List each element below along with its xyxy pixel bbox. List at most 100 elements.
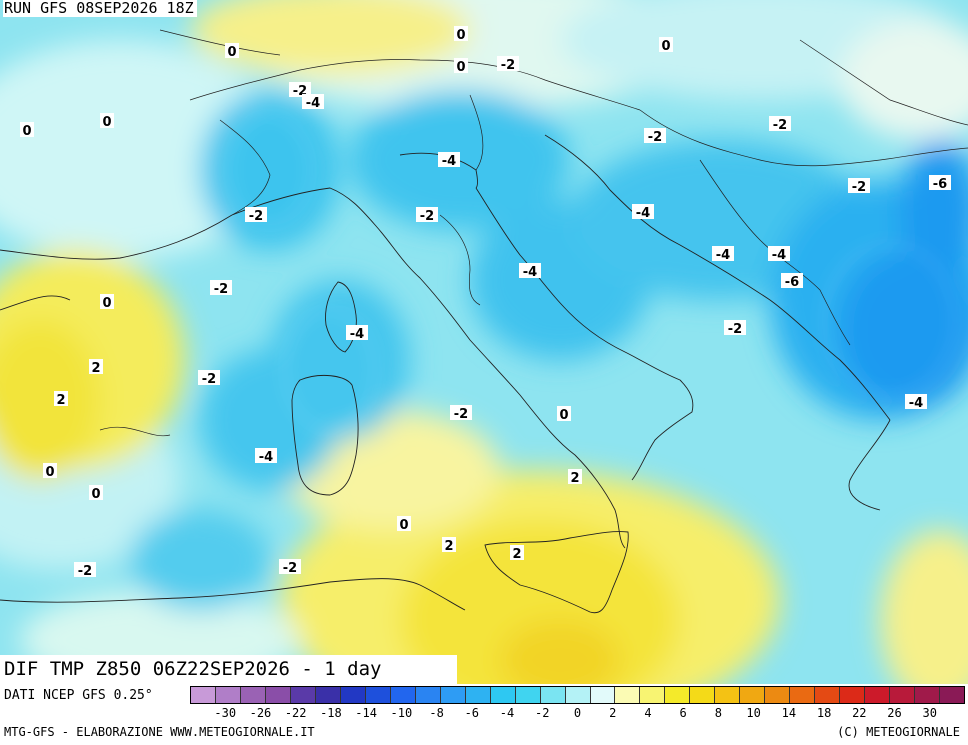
isotherm-label-bg <box>632 204 654 219</box>
color-scale-cell <box>290 687 316 703</box>
color-scale-tick-label: -2 <box>535 706 550 720</box>
color-scale-cell <box>215 687 241 703</box>
isotherm-label: 0 <box>102 115 111 130</box>
color-scale-cell <box>915 687 941 703</box>
temperature-anomaly-map[interactable]: 0 0 0 0 -2 -2 -4 0 0 -2 -2 -4 -2 -6 -2 -2 -4 -4 -4 -4 -6 -2 0 -… <box>0 0 968 684</box>
color-scale-tick-label: 30 <box>922 706 937 720</box>
color-scale-cell <box>565 687 591 703</box>
run-header: RUN GFS 08SEP2026 18Z <box>3 0 197 17</box>
isotherm-label: -4 <box>523 265 537 280</box>
isotherm-label: 2 <box>570 471 579 486</box>
isotherm-label: -2 <box>852 180 866 195</box>
color-scale-cell <box>615 687 641 703</box>
color-scale-tick-label: -4 <box>499 706 515 720</box>
isotherm-label: -6 <box>785 275 799 290</box>
color-scale-cell <box>415 687 441 703</box>
isotherm-label-bg <box>89 359 103 374</box>
map-canvas: 0 0 0 0 -2 -2 -4 0 0 -2 -2 -4 -2 -6 -2 -2 -4 -4 -4 -4 -6 -2 0 -… <box>0 0 968 684</box>
color-scale-tick-label: 18 <box>816 706 832 720</box>
isotherm-label-bg <box>289 82 311 97</box>
color-scale-bar <box>190 686 965 704</box>
isotherm-label: -6 <box>933 177 947 192</box>
color-scale-cell <box>315 687 341 703</box>
isotherm-label: -4 <box>636 206 650 221</box>
isotherm-label: 0 <box>456 28 465 43</box>
isotherm-label-bg <box>100 294 114 309</box>
color-scale-tick-label: -8 <box>429 706 444 720</box>
color-scale-cell <box>191 687 216 703</box>
isotherm-label: 2 <box>56 393 65 408</box>
isotherm-label: 0 <box>91 487 100 502</box>
color-scale-cell <box>690 687 716 703</box>
isotherm-label: -2 <box>501 58 515 73</box>
isotherm-label: -2 <box>728 322 742 337</box>
color-scale-cell <box>440 687 466 703</box>
color-scale-cell <box>765 687 791 703</box>
isotherm-label: 0 <box>661 39 670 54</box>
isotherm-label-bg <box>768 246 790 261</box>
contour-lines <box>229 114 956 431</box>
isotherm-label-bg <box>198 370 220 385</box>
isotherm-label: 2 <box>512 547 521 562</box>
color-scale-tick-label: 0 <box>573 706 582 720</box>
color-scale-cell <box>340 687 366 703</box>
color-scale-cell <box>740 687 766 703</box>
color-scale-tick-label: -26 <box>249 706 272 720</box>
footer-credit: MTG-GFS - ELABORAZIONE WWW.METEOGIORNALE… <box>4 725 315 739</box>
isotherm-label-bg <box>450 405 472 420</box>
isotherm-label-bg <box>905 394 927 409</box>
isotherm-label-bg <box>712 246 734 261</box>
color-scale-tick-label: 4 <box>644 706 652 720</box>
isotherm-label: -2 <box>78 564 92 579</box>
color-scale-cell <box>490 687 516 703</box>
footer-copyright: (C) METEOGIORNALE <box>837 725 960 739</box>
isotherm-label: -4 <box>350 327 364 342</box>
isotherm-label-bg <box>659 37 673 52</box>
color-scale-cell <box>940 687 965 703</box>
color-scale-cell <box>265 687 291 703</box>
isotherm-label: -2 <box>454 407 468 422</box>
color-scale-cell <box>790 687 816 703</box>
color-scale-tick-label: 2 <box>609 706 617 720</box>
data-source-label: DATI NCEP GFS 0.25° <box>4 688 153 703</box>
color-scale-cell <box>390 687 416 703</box>
color-scale-cell <box>815 687 841 703</box>
isotherm-label-bg <box>510 545 524 560</box>
isotherm-label-bg <box>54 391 68 406</box>
color-scale-cell <box>640 687 666 703</box>
color-scale-cell <box>890 687 916 703</box>
color-scale-cell <box>465 687 491 703</box>
color-scale-tick-label: -18 <box>320 706 342 720</box>
isotherm-label-bg <box>557 406 571 421</box>
isotherm-label-bg <box>89 485 103 500</box>
isotherm-label-bg <box>245 207 267 222</box>
color-scale-tick-label: 22 <box>852 706 867 720</box>
color-scale-tick-label: -6 <box>464 706 480 720</box>
coastlines <box>0 29 968 614</box>
color-scale-cell <box>715 687 741 703</box>
color-scale-cell <box>865 687 891 703</box>
isotherm-label-bg <box>346 325 368 340</box>
isotherm-label-bg <box>255 448 277 463</box>
isotherm-label-bg <box>397 516 411 531</box>
isotherm-label-bg <box>20 122 34 137</box>
color-scale-cell <box>840 687 866 703</box>
isotherm-label-bg <box>225 43 239 58</box>
isotherm-label: -4 <box>772 248 786 263</box>
isotherm-label-bg <box>519 263 541 278</box>
color-scale-tick-label: -22 <box>284 706 307 720</box>
isotherm-label-bg <box>43 463 57 478</box>
isotherm-label-bg <box>302 94 324 109</box>
color-scale-tick-label: 26 <box>887 706 902 720</box>
isotherm-label-bg <box>781 273 803 288</box>
color-scale-tick-label: -10 <box>390 706 413 720</box>
color-scale-ticks: -30 -26 -22 -18 -14 -10 -8 -6 -4 -2 0 2 4 6 8 10 14 18 22 2… <box>190 706 965 722</box>
isotherm-label: -2 <box>249 209 263 224</box>
color-scale-cell <box>540 687 566 703</box>
isotherm-label-bg <box>438 152 460 167</box>
color-scale-tick-label: 6 <box>679 706 687 720</box>
isotherm-label-bg <box>769 116 791 131</box>
isotherm-label-bg <box>74 562 96 577</box>
anomaly-field <box>0 0 968 684</box>
isotherm-label: -4 <box>306 96 320 111</box>
